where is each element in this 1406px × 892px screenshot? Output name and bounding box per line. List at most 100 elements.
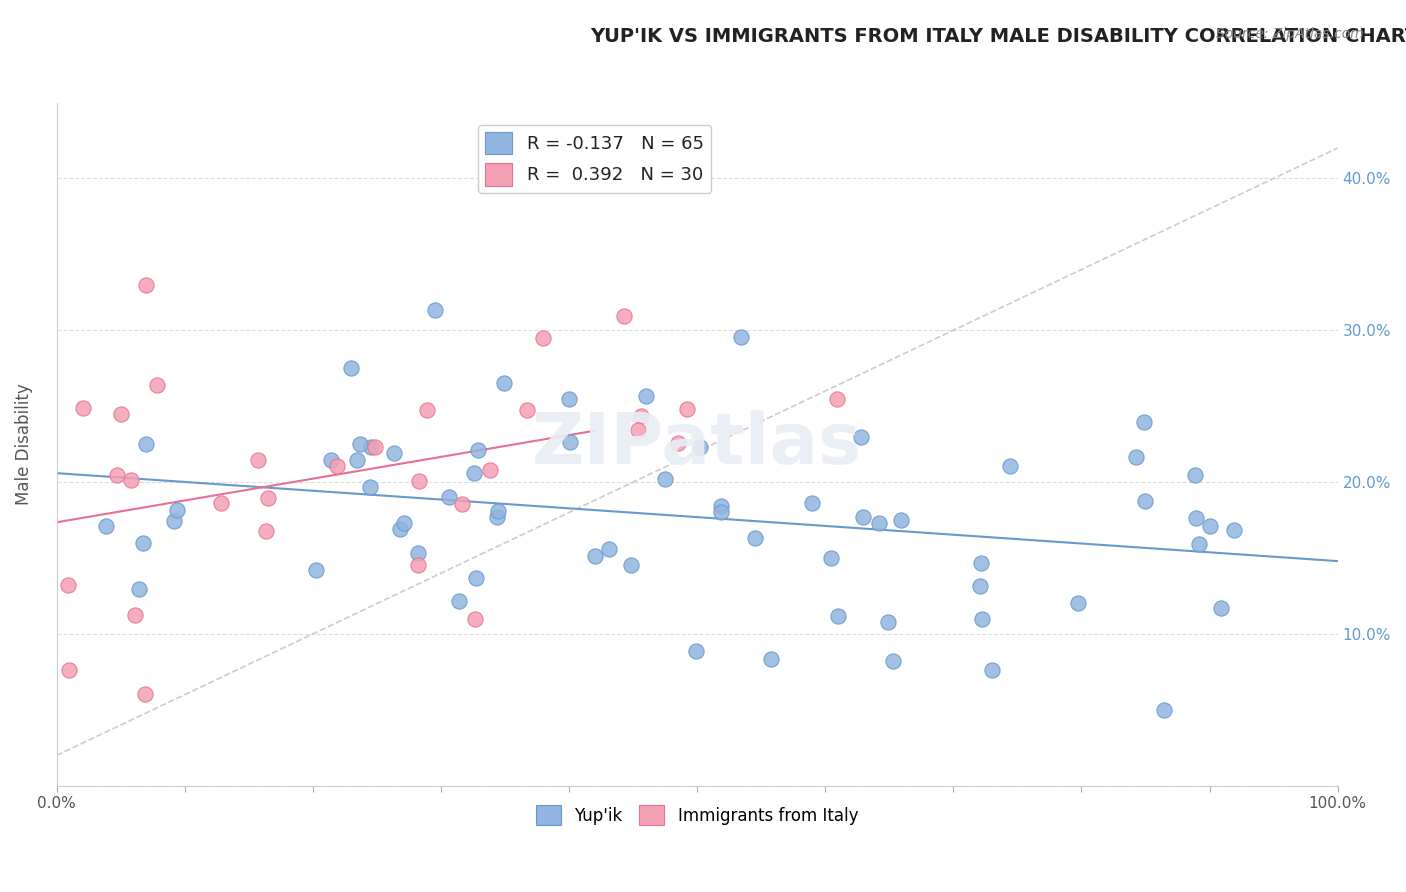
Immigrants from Italy bbox=[135, 277, 157, 292]
Immigrants from Italy bbox=[134, 686, 156, 700]
Yup'ik bbox=[389, 523, 412, 537]
Yup'ik bbox=[890, 513, 912, 527]
Yup'ik bbox=[620, 558, 643, 572]
Yup'ik bbox=[128, 582, 150, 596]
Immigrants from Italy bbox=[326, 459, 349, 474]
Yup'ik bbox=[969, 579, 991, 593]
Yup'ik bbox=[827, 608, 849, 623]
Legend: Yup'ik, Immigrants from Italy: Yup'ik, Immigrants from Italy bbox=[530, 798, 865, 832]
Yup'ik bbox=[465, 571, 488, 585]
Yup'ik bbox=[485, 510, 508, 524]
Immigrants from Italy bbox=[630, 409, 652, 424]
Yup'ik bbox=[998, 458, 1021, 473]
Yup'ik bbox=[1153, 703, 1175, 717]
Yup'ik bbox=[132, 536, 155, 550]
Yup'ik bbox=[689, 440, 711, 454]
Immigrants from Italy bbox=[408, 474, 430, 488]
Yup'ik bbox=[1135, 494, 1157, 508]
Yup'ik bbox=[801, 496, 824, 510]
Yup'ik bbox=[423, 302, 446, 317]
Immigrants from Italy bbox=[105, 468, 128, 483]
Immigrants from Italy bbox=[110, 407, 132, 421]
Yup'ik bbox=[392, 516, 415, 530]
Yup'ik bbox=[820, 551, 842, 566]
Yup'ik bbox=[868, 516, 890, 530]
Yup'ik bbox=[346, 453, 368, 467]
Yup'ik bbox=[382, 446, 405, 460]
Yup'ik bbox=[970, 556, 993, 570]
Immigrants from Italy bbox=[627, 423, 650, 437]
Yup'ik bbox=[349, 436, 371, 450]
Immigrants from Italy bbox=[209, 496, 232, 510]
Yup'ik bbox=[463, 466, 485, 480]
Yup'ik bbox=[360, 440, 382, 454]
Yup'ik bbox=[449, 594, 471, 608]
Yup'ik bbox=[849, 429, 872, 443]
Immigrants from Italy bbox=[478, 462, 501, 476]
Immigrants from Italy bbox=[825, 392, 848, 406]
Immigrants from Italy bbox=[666, 436, 689, 450]
Yup'ik bbox=[710, 500, 733, 514]
Yup'ik bbox=[467, 443, 489, 458]
Yup'ik bbox=[685, 644, 707, 658]
Text: YUP'IK VS IMMIGRANTS FROM ITALY MALE DISABILITY CORRELATION CHART: YUP'IK VS IMMIGRANTS FROM ITALY MALE DIS… bbox=[591, 27, 1406, 45]
Yup'ik bbox=[1199, 519, 1222, 533]
Yup'ik bbox=[744, 532, 766, 546]
Immigrants from Italy bbox=[257, 491, 280, 506]
Immigrants from Italy bbox=[146, 378, 169, 392]
Yup'ik bbox=[1209, 601, 1232, 615]
Yup'ik bbox=[1133, 415, 1156, 429]
Immigrants from Italy bbox=[364, 441, 387, 455]
Immigrants from Italy bbox=[451, 497, 474, 511]
Yup'ik bbox=[598, 542, 620, 557]
Immigrants from Italy bbox=[675, 401, 697, 416]
Yup'ik bbox=[162, 514, 184, 528]
Immigrants from Italy bbox=[516, 403, 538, 417]
Yup'ik bbox=[980, 663, 1002, 677]
Text: Source: ZipAtlas.com: Source: ZipAtlas.com bbox=[1216, 27, 1364, 41]
Y-axis label: Male Disability: Male Disability bbox=[15, 384, 32, 505]
Yup'ik bbox=[166, 502, 188, 516]
Yup'ik bbox=[759, 652, 782, 666]
Yup'ik bbox=[583, 549, 606, 563]
Yup'ik bbox=[319, 453, 342, 467]
Yup'ik bbox=[1184, 468, 1206, 483]
Yup'ik bbox=[304, 563, 326, 577]
Yup'ik bbox=[96, 518, 118, 533]
Yup'ik bbox=[558, 392, 581, 406]
Immigrants from Italy bbox=[247, 452, 270, 467]
Immigrants from Italy bbox=[58, 663, 80, 677]
Immigrants from Italy bbox=[254, 524, 277, 538]
Yup'ik bbox=[359, 480, 381, 494]
Immigrants from Italy bbox=[613, 309, 636, 323]
Immigrants from Italy bbox=[72, 401, 94, 416]
Yup'ik bbox=[1223, 524, 1246, 538]
Immigrants from Italy bbox=[120, 473, 142, 487]
Yup'ik bbox=[340, 361, 363, 376]
Yup'ik bbox=[492, 376, 515, 390]
Yup'ik bbox=[654, 472, 676, 486]
Immigrants from Italy bbox=[124, 607, 146, 622]
Yup'ik bbox=[730, 330, 752, 344]
Yup'ik bbox=[882, 654, 904, 668]
Immigrants from Italy bbox=[416, 403, 439, 417]
Yup'ik bbox=[437, 490, 460, 504]
Immigrants from Italy bbox=[56, 578, 79, 592]
Yup'ik bbox=[710, 505, 733, 519]
Text: ZIPatlas: ZIPatlas bbox=[531, 409, 862, 479]
Yup'ik bbox=[877, 615, 900, 629]
Yup'ik bbox=[135, 437, 157, 451]
Immigrants from Italy bbox=[531, 331, 554, 345]
Yup'ik bbox=[972, 612, 994, 626]
Yup'ik bbox=[636, 389, 658, 403]
Yup'ik bbox=[852, 509, 875, 524]
Yup'ik bbox=[406, 546, 429, 560]
Immigrants from Italy bbox=[464, 612, 486, 626]
Yup'ik bbox=[558, 434, 581, 449]
Yup'ik bbox=[1067, 596, 1090, 610]
Yup'ik bbox=[1188, 537, 1211, 551]
Yup'ik bbox=[1185, 510, 1208, 524]
Yup'ik bbox=[486, 504, 509, 518]
Immigrants from Italy bbox=[406, 558, 429, 572]
Yup'ik bbox=[1125, 450, 1147, 465]
